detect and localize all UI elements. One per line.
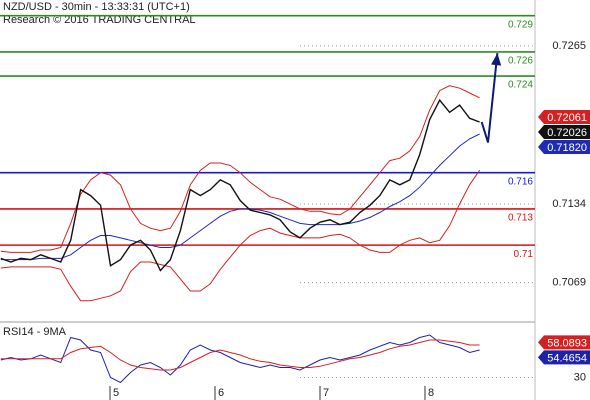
- level-label: 0.71: [514, 249, 534, 260]
- level-label: 0.716: [508, 176, 533, 187]
- arrow-head: [491, 53, 502, 66]
- value-tag-label: 0.71820: [547, 142, 587, 154]
- y-tick-label: 30: [574, 371, 586, 383]
- y-tick-label: 0.7069: [552, 276, 586, 288]
- forecast-arrow: [480, 52, 499, 143]
- value-tag: [538, 350, 590, 365]
- value-tag: [538, 335, 590, 350]
- y-tick-label: 0.7265: [552, 40, 586, 52]
- value-tag: [538, 140, 590, 155]
- x-tick-label: 8: [428, 387, 434, 399]
- value-tag-label: 0.72061: [547, 112, 587, 124]
- series-line: [0, 170, 481, 302]
- value-tag: [538, 110, 590, 125]
- series-line: [0, 98, 480, 272]
- value-tag-label: 0.72026: [547, 127, 587, 139]
- value-tag-label: 58.0893: [547, 337, 587, 349]
- series-line: [0, 133, 480, 261]
- level-label: 0.726: [508, 56, 533, 67]
- level-label: 0.724: [508, 80, 533, 91]
- value-tag: [538, 125, 590, 140]
- level-label: 0.713: [508, 213, 533, 224]
- level-label: 0.729: [508, 19, 533, 30]
- chart-subtitle: Research © 2016 TRADING CENTRAL: [3, 14, 196, 26]
- chart-title: NZD/USD - 30min - 13:33:31 (UTC+1): [3, 1, 190, 13]
- series-line: [0, 85, 480, 253]
- x-tick-label: 5: [113, 387, 119, 399]
- x-tick-label: 7: [323, 387, 329, 399]
- panel-title: RSI14 - 9MA: [3, 326, 67, 338]
- x-tick-label: 6: [218, 387, 224, 399]
- value-tag-label: 54.4654: [547, 352, 587, 364]
- y-tick-label: 0.7134: [552, 198, 586, 210]
- series-line: [0, 339, 480, 371]
- series-line: [0, 334, 480, 384]
